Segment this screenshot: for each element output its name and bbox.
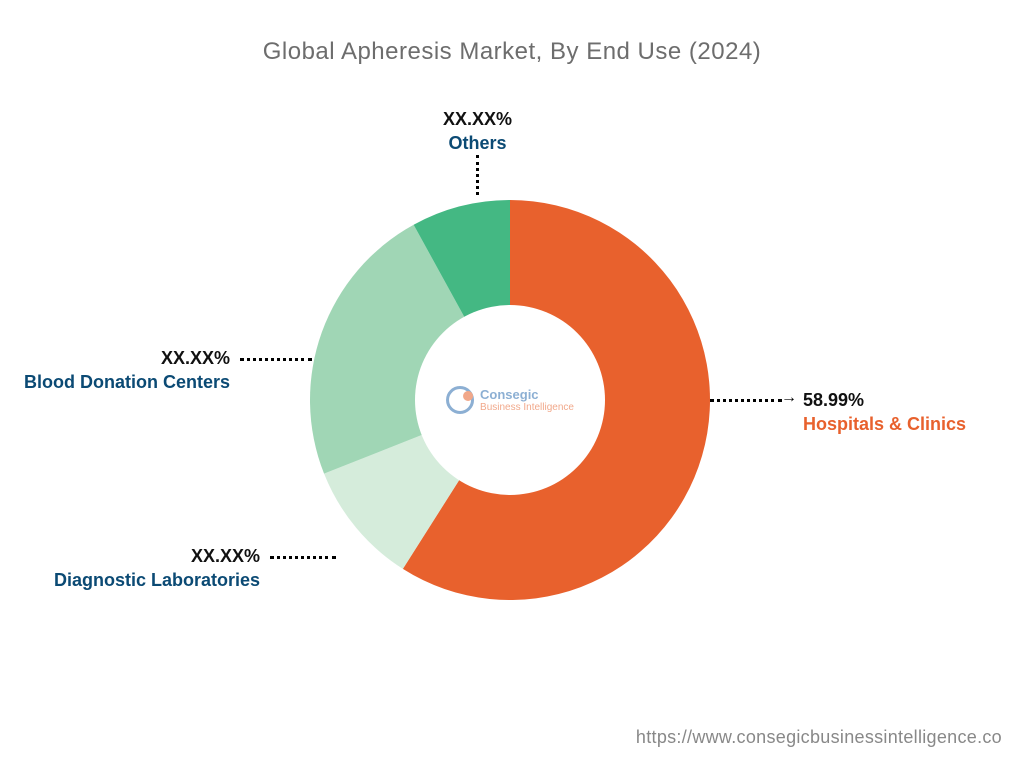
center-logo: Consegic Business Intelligence (446, 386, 574, 414)
logo-mark-icon (446, 386, 474, 414)
name-hospitals: Hospitals & Clinics (803, 412, 966, 436)
pct-others: XX.XX% (410, 107, 545, 131)
leader-others (476, 155, 479, 195)
donut-chart: Consegic Business Intelligence (300, 190, 720, 610)
leader-diagnostic (270, 556, 336, 559)
pct-hospitals: 58.99% (803, 388, 966, 412)
label-hospitals: 58.99% Hospitals & Clinics (803, 388, 966, 437)
chart-title: Global Apheresis Market, By End Use (202… (0, 38, 1024, 66)
label-others: XX.XX% Others (410, 107, 545, 156)
label-diagnostic: XX.XX% Diagnostic Laboratories (54, 544, 260, 593)
page: Global Apheresis Market, By End Use (202… (0, 0, 1024, 768)
pct-blood: XX.XX% (24, 346, 230, 370)
arrow-hospitals-icon: → (781, 389, 797, 407)
logo-text: Consegic Business Intelligence (480, 387, 574, 413)
pct-diagnostic: XX.XX% (54, 544, 260, 568)
leader-blood (240, 358, 312, 361)
name-diagnostic: Diagnostic Laboratories (54, 568, 260, 592)
logo-line2: Business Intelligence (480, 402, 574, 413)
source-url: https://www.consegicbusinessintelligence… (636, 727, 1002, 748)
name-blood: Blood Donation Centers (24, 370, 230, 394)
label-blood: XX.XX% Blood Donation Centers (24, 346, 230, 395)
logo-line1: Consegic (480, 387, 574, 402)
name-others: Others (410, 131, 545, 155)
leader-hospitals (710, 399, 782, 402)
